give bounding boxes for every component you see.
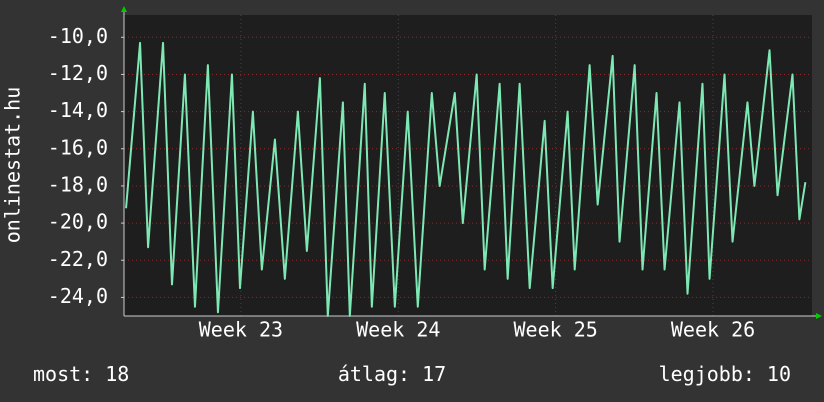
y-tick-label: -12,0	[48, 61, 108, 85]
y-tick-label: -22,0	[48, 247, 108, 271]
y-tick-label: -18,0	[48, 172, 108, 196]
x-arrow	[816, 313, 822, 319]
y-tick-label: -16,0	[48, 135, 108, 159]
stats: most: 18 átlag: 17 legjobb: 10	[33, 362, 791, 386]
stat-value: 10	[767, 362, 791, 386]
y-arrow	[121, 6, 127, 12]
stat-label: legjobb:	[659, 362, 755, 386]
x-tick-label: Week 24	[356, 318, 440, 342]
stat: legjobb: 10	[659, 362, 791, 386]
data-line	[125, 41, 807, 317]
stat: átlag: 17	[338, 362, 446, 386]
y-tick-label: -10,0	[48, 24, 108, 48]
stat-value: 18	[105, 362, 129, 386]
y-tick-label: -14,0	[48, 98, 108, 122]
y-tick-label: -24,0	[48, 284, 108, 308]
y-axis-label: onlinestat.hu	[1, 87, 25, 244]
stat-label: most:	[33, 362, 93, 386]
y-tick-label: -20,0	[48, 210, 108, 234]
x-tick-label: Week 26	[671, 318, 755, 342]
stat-value: 17	[422, 362, 446, 386]
stat-label: átlag:	[338, 362, 410, 386]
x-tick-label: Week 23	[199, 318, 283, 342]
x-tick-label: Week 25	[514, 318, 598, 342]
stat: most: 18	[33, 362, 129, 386]
